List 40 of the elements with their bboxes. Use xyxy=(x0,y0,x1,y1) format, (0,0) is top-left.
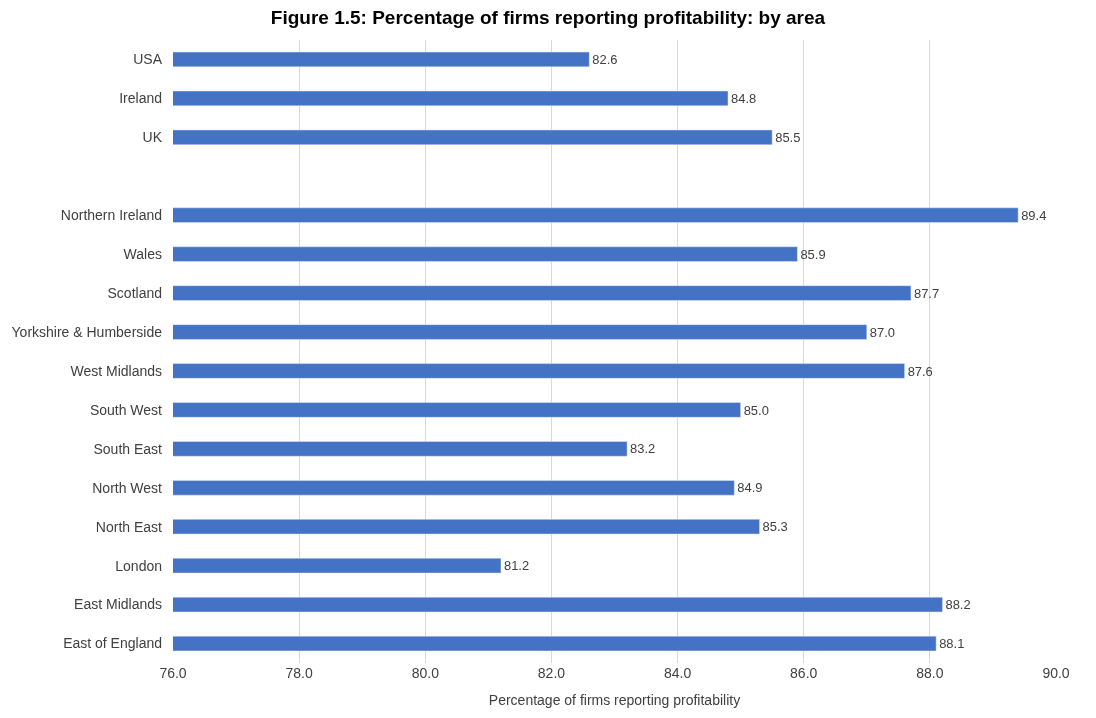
y-tick-label: Northern Ireland xyxy=(60,207,162,224)
y-tick-label: USA xyxy=(133,51,163,68)
x-tick-label: 90.0 xyxy=(1042,665,1070,681)
x-tick-label: 86.0 xyxy=(790,665,818,681)
data-label: 88.1 xyxy=(939,636,965,652)
y-tick-label: Yorkshire & Humberside xyxy=(11,323,163,340)
x-tick-label: 82.0 xyxy=(537,665,566,681)
chart-title: Figure 1.5: Percentage of firms reporting profitability: by area xyxy=(270,7,826,29)
data-label: 85.9 xyxy=(800,246,826,262)
data-label: 85.5 xyxy=(775,129,801,145)
data-label: 85.3 xyxy=(762,519,788,535)
y-tick-label: West Midlands xyxy=(70,362,162,379)
data-label: 84.8 xyxy=(731,91,757,107)
y-tick-label: North East xyxy=(95,518,163,535)
y-tick-label: East Midlands xyxy=(74,596,162,613)
x-tick-label: 78.0 xyxy=(285,665,313,681)
data-label: 89.4 xyxy=(1021,207,1047,223)
x-tick-label: 88.0 xyxy=(916,665,944,681)
x-axis-title: Percentage of firms reporting profitability xyxy=(488,692,741,709)
y-tick-label: London xyxy=(115,557,162,574)
y-tick-label: South West xyxy=(89,401,163,418)
y-tick-label: UK xyxy=(142,129,163,146)
y-tick-label: Ireland xyxy=(119,90,162,107)
data-label: 88.2 xyxy=(945,597,971,613)
y-tick-label: Wales xyxy=(123,246,162,263)
data-label: 87.6 xyxy=(907,363,933,379)
data-label: 81.2 xyxy=(503,558,530,574)
data-label: 87.0 xyxy=(869,324,895,340)
x-tick-label: 80.0 xyxy=(411,665,440,681)
y-tick-label: North West xyxy=(92,479,163,496)
data-label: 87.7 xyxy=(913,285,940,301)
y-tick-label: East of England xyxy=(63,635,162,652)
x-tick-label: 84.0 xyxy=(663,665,692,681)
y-tick-label: Scotland xyxy=(107,284,162,301)
x-tick-label: 76.0 xyxy=(159,665,187,681)
data-label: 83.2 xyxy=(630,441,656,457)
data-label: 82.6 xyxy=(592,52,618,68)
data-label: 84.9 xyxy=(737,480,763,496)
y-tick-label: South East xyxy=(93,440,163,457)
data-label: 85.0 xyxy=(743,402,769,418)
